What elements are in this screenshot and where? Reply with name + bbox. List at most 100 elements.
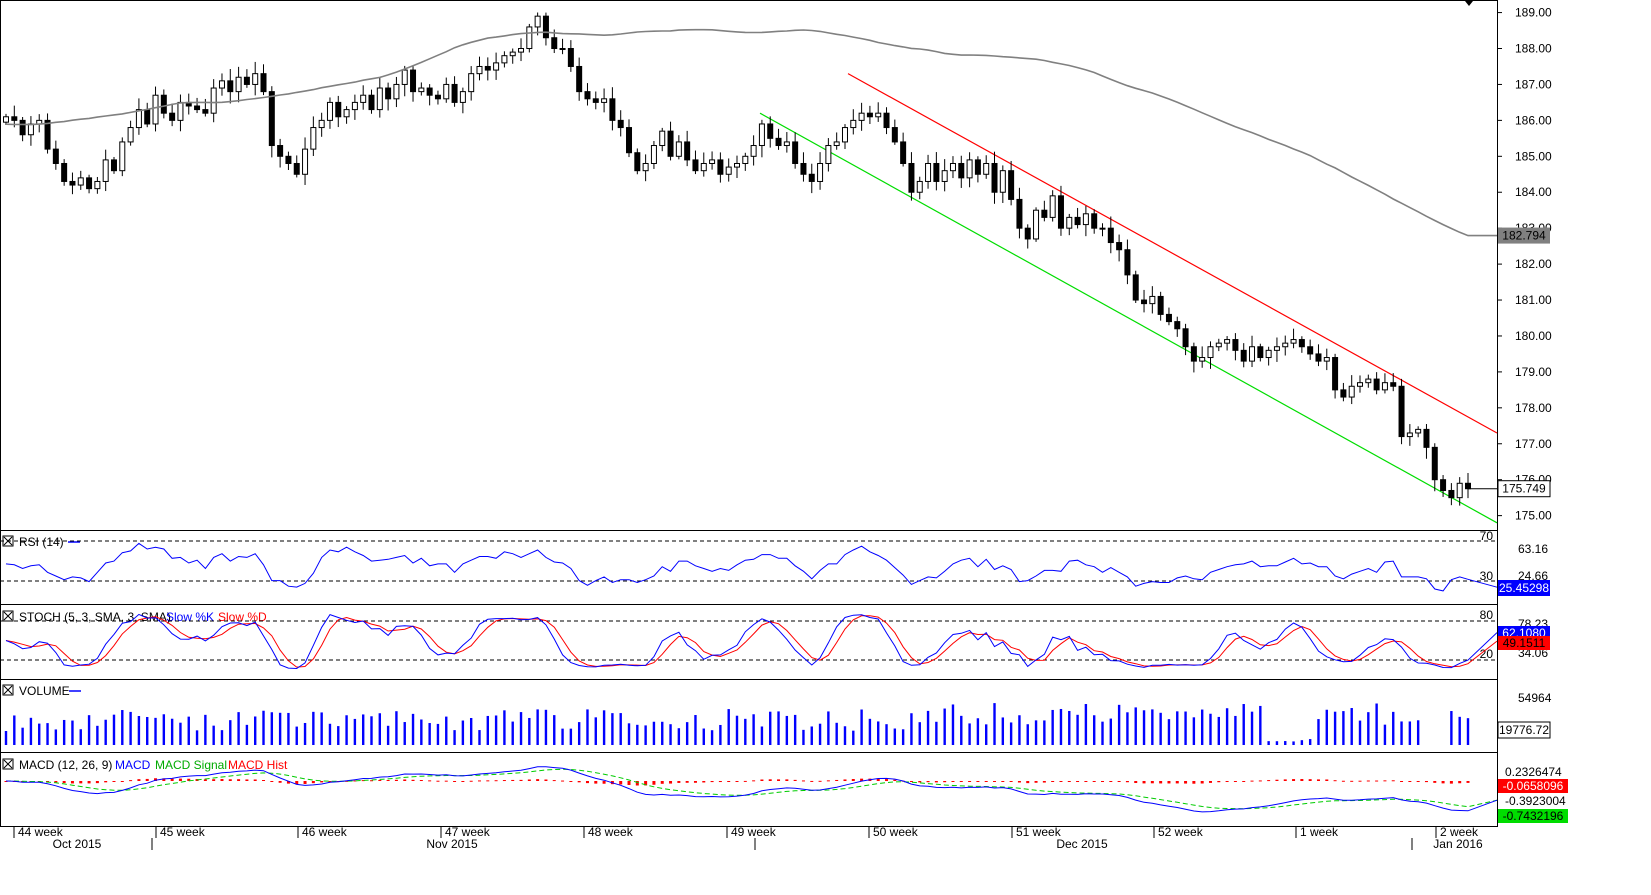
candle-body [1332,357,1339,391]
macd-hist-bar [444,780,448,782]
stoch-legend-k: Slow %K [166,610,214,624]
volume-bar [1225,708,1229,745]
candle-body [1307,346,1314,355]
volume-bar [1259,705,1262,745]
macd-hist-bar [1017,781,1021,783]
macd-hist-bar [585,781,589,784]
macd-hist-bar [1125,781,1129,783]
candle-body [1182,328,1189,348]
candle-body [426,87,433,96]
candle-body [1431,446,1438,481]
macd-hist-bar [1466,781,1470,783]
volume-bar [1250,711,1254,745]
candle-body [1265,349,1272,359]
candle-body [202,109,209,114]
candle-body [999,170,1006,193]
macd-hist-bar [1400,781,1404,782]
volume-bar [1076,714,1079,745]
candle-body [3,116,9,123]
volume-bar [312,711,315,745]
macd-hist-bar [428,780,432,782]
macd-hist-bar [1225,781,1229,782]
macd-hist-bar [660,781,664,784]
macd-hist-bar [1026,781,1030,784]
macd-hist-bar [926,781,930,783]
macd-hist-bar [1283,779,1287,781]
macd-hist-bar [370,780,373,782]
volume-bar [827,711,830,745]
candle-body [1199,357,1206,362]
volume-bar [204,714,207,745]
candle-body [1008,170,1015,200]
candle-body [243,76,250,85]
candle-body [1406,432,1413,438]
macd-hist-bar [826,780,830,782]
macd-hist-bar [943,781,947,783]
candle-body [1099,227,1106,230]
macd-hist-bar [1366,780,1370,782]
macd-hist-bar [1433,781,1437,783]
macd-hist-bar [87,781,91,784]
scroll-marker-icon[interactable] [1465,1,1473,6]
candle-body [1390,382,1397,387]
week-label: 49 week [731,825,777,839]
volume-bar [1059,708,1063,745]
macd-hist-bar [511,779,515,781]
macd-hist-bar [1375,780,1379,782]
candle-body [592,98,599,103]
volume-bar [4,731,8,745]
volume-bar [1167,719,1171,745]
candle-body [559,48,566,51]
stoch-d-label: 49.1511 [1503,636,1546,650]
macd-hist-bar [62,781,66,784]
volume-bar [835,722,838,745]
volume-bar [1292,741,1295,745]
macd-hist-bar [1150,781,1154,784]
candle-body [758,123,765,147]
macd-hist-bar [552,780,556,782]
candle-body [717,159,724,175]
volume-bar [710,730,714,745]
candle-body [1232,339,1239,351]
macd-hist-bar [295,781,299,785]
candle-body [858,112,865,121]
candle-body [1340,389,1347,398]
macd-hist-bar [685,781,689,783]
volume-bar [453,730,456,745]
macd-hist-bar [1001,781,1005,782]
candle-body [642,162,649,172]
volume-bar [1184,711,1187,745]
macd-hist-bar [635,781,639,786]
volume-bar [1034,720,1038,745]
macd-hist-bar [1084,781,1088,782]
candle-body [210,87,217,114]
volume-bar [13,715,16,745]
volume-bar [237,712,240,745]
macd-hist-bar [453,781,457,782]
candle-body [410,69,417,93]
volume-bar [910,713,913,745]
volume-bar [868,718,872,745]
volume-bar [852,730,855,745]
volume-bar [403,722,406,745]
candle-body [542,15,549,39]
price-tick-label: 186.00 [1515,113,1552,127]
macd-hist-bar [1109,781,1113,782]
volume-bar [901,729,905,745]
rsi-current-label: 25.45298 [1499,581,1549,595]
price-tick-label: 189.00 [1515,6,1552,20]
macd-hist-bar [79,781,83,784]
candle-body [1190,346,1197,362]
price-tick-label: 187.00 [1515,77,1552,91]
macd-hist-bar [976,781,980,782]
volume-bar [1200,709,1204,745]
volume-bar [985,724,988,745]
candle-body [360,94,367,103]
candle-body [659,130,666,147]
candle-body [750,145,757,157]
volume-bar [229,720,232,745]
candle-body [19,119,26,136]
macd-hist-bar [1275,779,1279,781]
macd-hist-bar [993,781,997,782]
macd-hist-bar [644,781,648,786]
